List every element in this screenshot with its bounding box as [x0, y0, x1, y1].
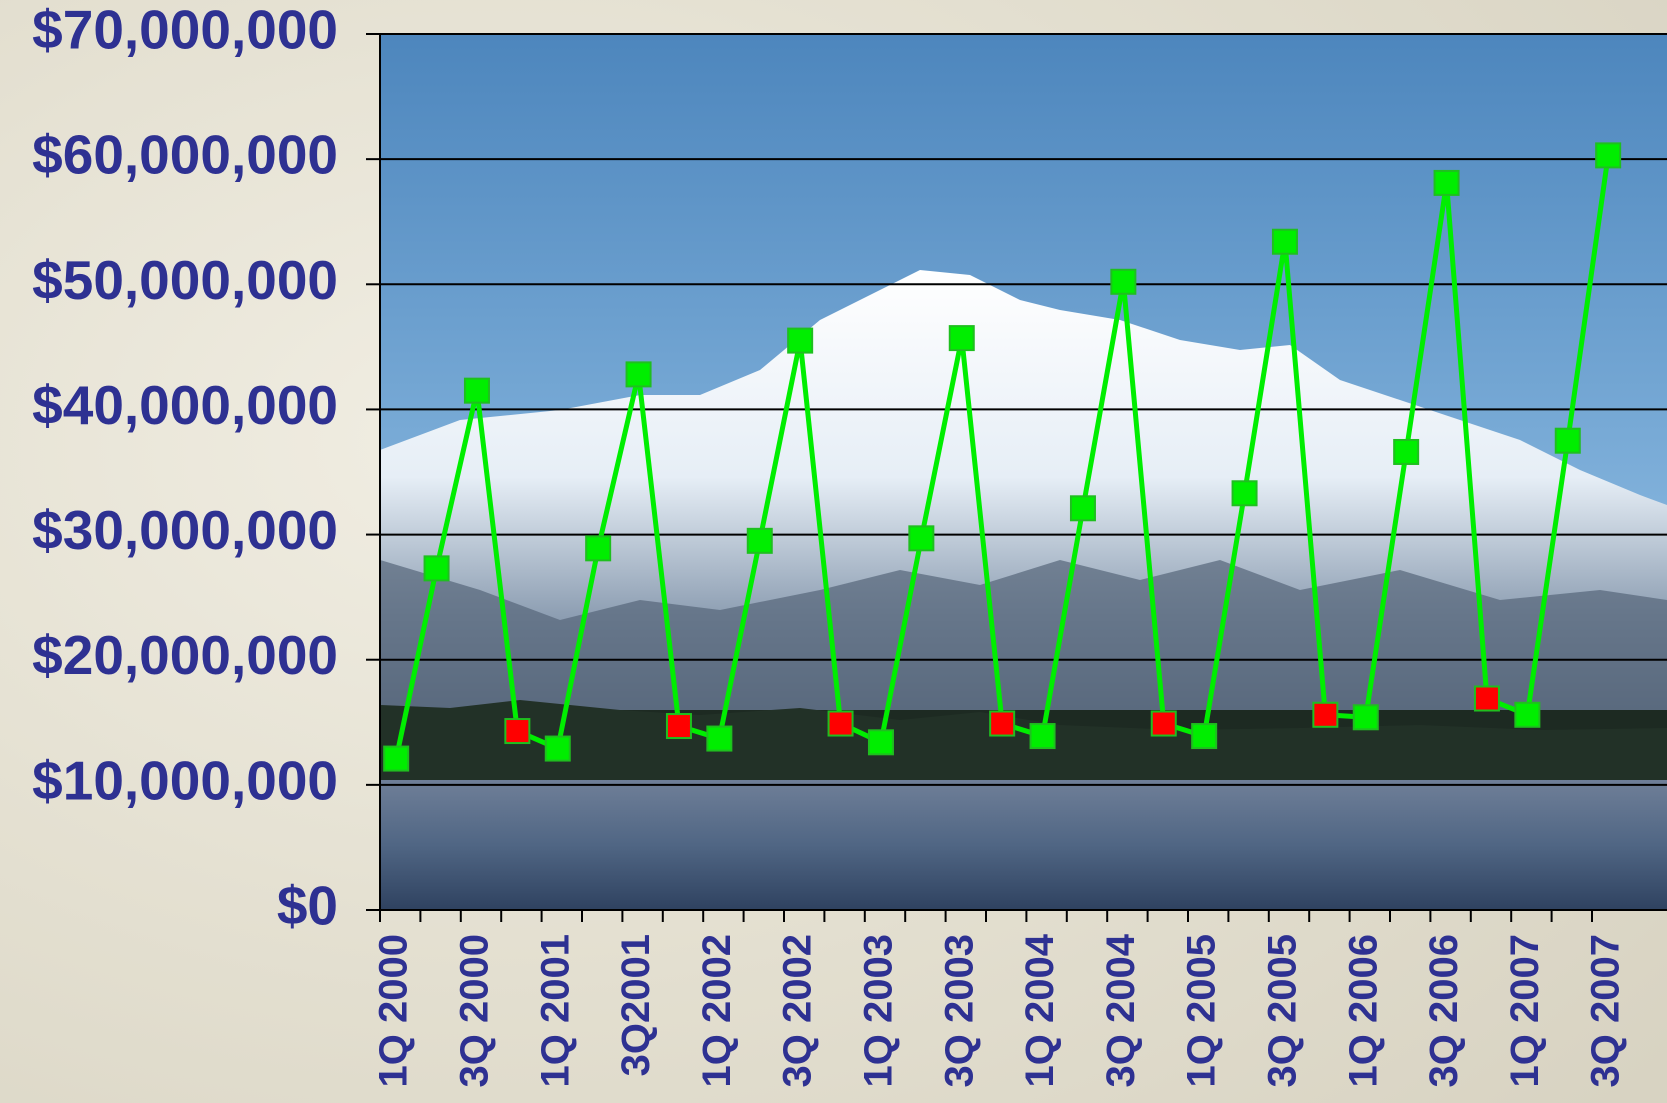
x-tick-label: 3Q 2000	[453, 934, 497, 1087]
x-tick-label: 1Q 2001	[533, 934, 577, 1087]
data-marker	[625, 361, 652, 388]
data-marker	[1473, 685, 1500, 712]
data-marker	[706, 725, 733, 752]
data-marker	[463, 377, 490, 404]
photo-background	[380, 34, 1667, 910]
x-tick-label: 1Q 2006	[1341, 934, 1385, 1087]
data-marker	[1352, 704, 1379, 731]
x-tick-label: 3Q 2002	[776, 934, 820, 1087]
data-marker	[746, 527, 773, 554]
x-tick-label: 3Q2001	[614, 934, 658, 1076]
data-marker	[787, 327, 814, 354]
x-tick-label: 1Q 2005	[1180, 934, 1224, 1087]
x-tick-label: 3Q 2003	[937, 934, 981, 1087]
y-tick-label: $50,000,000	[32, 249, 338, 311]
y-tick-label: $70,000,000	[32, 0, 338, 61]
y-tick-label: $20,000,000	[32, 624, 338, 686]
x-tick-label: 1Q 2000	[372, 934, 416, 1087]
data-marker	[948, 325, 975, 352]
x-tick-label: 3Q 2004	[1099, 933, 1143, 1087]
x-tick-label: 1Q 2004	[1018, 933, 1062, 1087]
data-marker	[1110, 268, 1137, 295]
y-tick-label: $60,000,000	[32, 124, 338, 186]
data-marker	[665, 713, 692, 740]
data-marker	[1514, 701, 1541, 728]
x-tick-label: 1Q 2007	[1503, 934, 1547, 1087]
x-tick-label: 1Q 2003	[857, 934, 901, 1087]
y-tick-label: $40,000,000	[32, 374, 338, 436]
data-marker	[423, 555, 450, 582]
data-marker	[1271, 228, 1298, 255]
data-marker	[1191, 723, 1218, 750]
y-tick-label: $0	[277, 875, 338, 937]
y-tick-label: $10,000,000	[32, 749, 338, 811]
x-tick-label: 3Q 2005	[1261, 934, 1305, 1087]
data-marker	[1393, 438, 1420, 465]
y-tick-label: $30,000,000	[32, 499, 338, 561]
data-marker	[1069, 495, 1096, 522]
data-marker	[1554, 427, 1581, 454]
data-marker	[544, 735, 571, 762]
data-marker	[827, 710, 854, 737]
data-marker	[1312, 701, 1339, 728]
data-marker	[1150, 710, 1177, 737]
x-tick-label: 1Q 2002	[695, 934, 739, 1087]
data-marker	[908, 525, 935, 552]
data-marker	[504, 718, 531, 745]
data-marker	[1595, 142, 1622, 169]
data-marker	[383, 745, 410, 772]
data-marker	[1231, 480, 1258, 507]
data-marker	[1029, 723, 1056, 750]
data-marker	[989, 710, 1016, 737]
x-tick-label: 3Q 2007	[1584, 934, 1628, 1087]
x-tick-label: 3Q 2006	[1422, 934, 1466, 1087]
data-marker	[585, 535, 612, 562]
data-marker	[867, 729, 894, 756]
data-marker	[1433, 169, 1460, 196]
